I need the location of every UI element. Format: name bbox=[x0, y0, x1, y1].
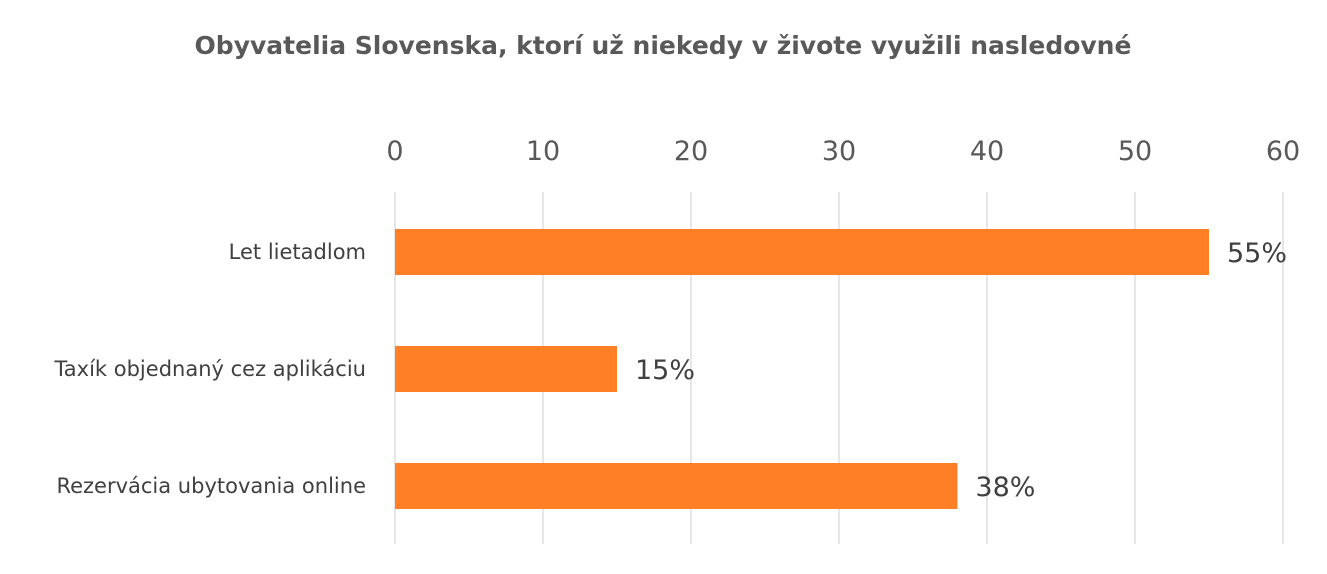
x-tick-label-30: 30 bbox=[822, 136, 856, 167]
category-label-3: Rezervácia ubytovania online bbox=[56, 474, 366, 498]
x-tick-label-60: 60 bbox=[1266, 136, 1300, 167]
chart-title: Obyvatelia Slovenska, ktorí už niekedy v… bbox=[195, 31, 1132, 60]
x-tick-label-10: 10 bbox=[526, 136, 560, 167]
bars bbox=[395, 229, 1209, 509]
data-labels: 55% 15% 38% bbox=[635, 238, 1287, 503]
category-label-2: Taxík objednaný cez aplikáciu bbox=[53, 357, 366, 381]
x-tick-label-50: 50 bbox=[1118, 136, 1152, 167]
x-tick-label-20: 20 bbox=[674, 136, 708, 167]
bar-2 bbox=[395, 346, 617, 392]
x-tick-label-0: 0 bbox=[386, 136, 403, 167]
x-tick-label-40: 40 bbox=[970, 136, 1004, 167]
bar-3 bbox=[395, 463, 958, 509]
data-label-2: 15% bbox=[635, 355, 695, 386]
bar-1 bbox=[395, 229, 1209, 275]
x-axis-tick-labels: 0 10 20 30 40 50 60 bbox=[386, 136, 1300, 167]
category-labels: Let lietadlom Taxík objednaný cez aplikác… bbox=[53, 240, 366, 498]
data-label-3: 38% bbox=[975, 472, 1035, 503]
data-label-1: 55% bbox=[1227, 238, 1287, 269]
category-label-1: Let lietadlom bbox=[229, 240, 366, 264]
